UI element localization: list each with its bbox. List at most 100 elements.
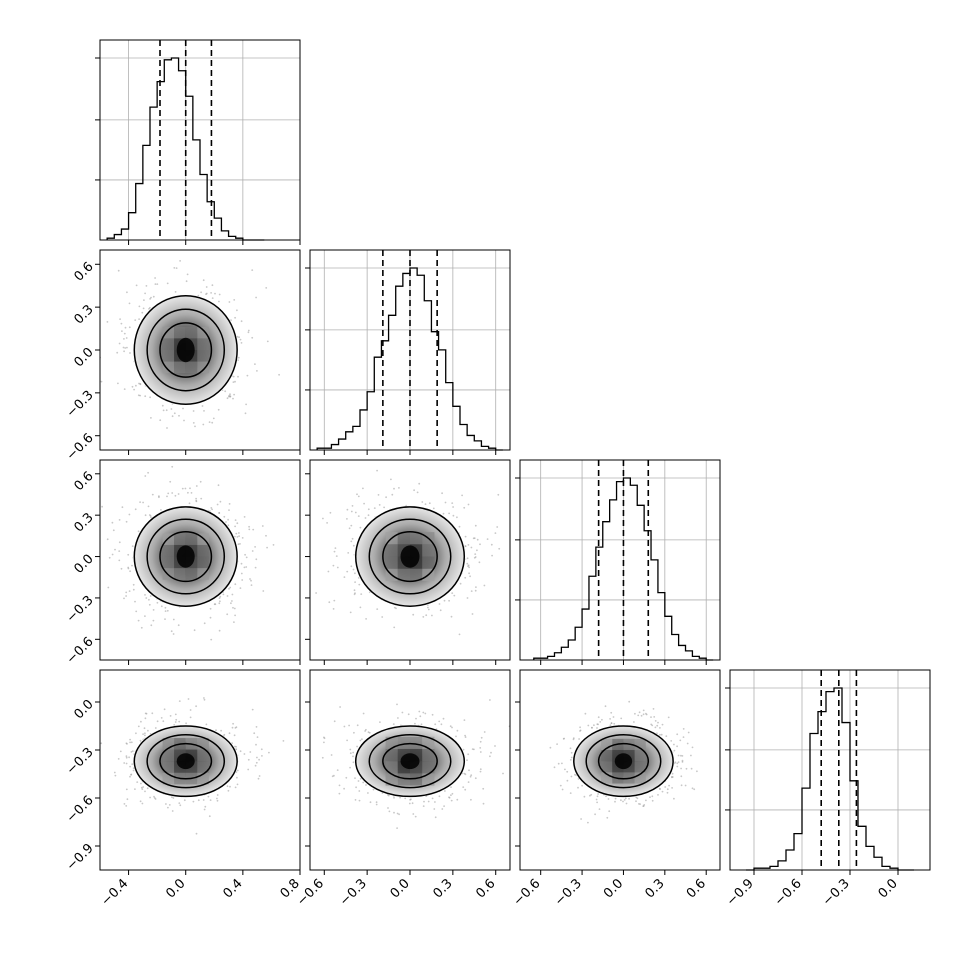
scatter-point [251, 550, 254, 552]
scatter-point [216, 794, 219, 796]
scatter-point [461, 494, 463, 497]
scatter-point [343, 787, 345, 790]
scatter-point [671, 776, 673, 778]
scatter-point [133, 388, 136, 391]
scatter-point [450, 786, 452, 788]
scatter-point [229, 395, 232, 398]
scatter-point [217, 484, 220, 487]
scatter-point [673, 749, 676, 752]
scatter-point [185, 280, 188, 283]
scatter-point [159, 419, 162, 422]
scatter-point [144, 615, 146, 617]
scatter-point [232, 722, 235, 725]
scatter-point [236, 769, 239, 772]
density-cell [162, 350, 175, 362]
scatter-point [412, 613, 415, 616]
scatter-point [315, 592, 317, 594]
scatter-point [113, 771, 116, 774]
scatter-point [455, 735, 457, 738]
scatter-point [139, 501, 142, 503]
scatter-point [671, 787, 673, 789]
scatter-point [147, 505, 150, 508]
scatter-point [228, 732, 231, 735]
scatter-point [222, 593, 225, 596]
scatter-point [216, 797, 218, 800]
scatter-point [642, 709, 645, 712]
scatter-point [595, 798, 598, 801]
scatter-point [448, 796, 451, 799]
scatter-point [479, 747, 482, 749]
scatter-point [410, 798, 412, 801]
scatter-point [243, 516, 246, 518]
scatter-point [219, 500, 222, 503]
scatter-point [238, 336, 240, 339]
density-cell [601, 772, 613, 784]
density-cell [197, 761, 209, 773]
x-tick-label: 0.0 [388, 876, 413, 901]
scatter-point [597, 716, 600, 719]
scatter-point [464, 736, 467, 738]
scatter-point [637, 714, 640, 717]
scatter-point [367, 508, 370, 511]
density-cell [422, 556, 435, 569]
scatter-point [693, 788, 696, 791]
scatter-point [378, 504, 381, 506]
scatter-point [464, 576, 467, 579]
scatter-point [237, 375, 239, 378]
scatter-point [438, 603, 441, 605]
scatter-point [165, 803, 167, 805]
histogram-panel [519, 459, 721, 661]
scatter-point [680, 775, 683, 778]
scatter-point [333, 599, 336, 602]
scatter-point [673, 743, 675, 746]
scatter-point [233, 621, 235, 623]
scatter-point [489, 755, 491, 758]
scatter-point [147, 471, 150, 474]
x-tick-label: −0.9 [724, 876, 757, 909]
scatter-point [228, 503, 231, 505]
scatter-point [352, 568, 355, 571]
scatter-point [376, 469, 378, 472]
scatter-point [612, 716, 615, 718]
scatter-point [243, 753, 246, 755]
density-cell [634, 772, 646, 784]
scatter-point [474, 524, 477, 527]
scatter-point [463, 506, 466, 509]
scatter-point [348, 724, 350, 727]
scatter-point [424, 712, 427, 715]
scatter-point [667, 716, 670, 719]
scatter-point [390, 478, 392, 481]
scatter-point [230, 319, 232, 322]
scatter-point [195, 832, 198, 835]
scatter-point [443, 805, 445, 807]
scatter-point [397, 717, 399, 719]
scatter-point [211, 508, 214, 511]
scatter-point [114, 548, 116, 551]
scatter-point [375, 801, 378, 804]
x-tick-label: 0.3 [430, 876, 455, 901]
contour-line [159, 742, 213, 780]
scatter-point [228, 509, 230, 511]
scatter-point [614, 800, 616, 803]
scatter-point [189, 487, 191, 490]
scatter-point [152, 619, 155, 622]
scatter-point [194, 425, 196, 428]
scatter-point [123, 762, 126, 764]
scatter-point [414, 815, 417, 818]
scatter-point [332, 608, 335, 610]
scatter-point [150, 417, 152, 419]
scatter-point [664, 786, 667, 788]
scatter-point [482, 787, 485, 790]
x-tick-label: −0.6 [294, 876, 327, 909]
scatter-point [421, 501, 424, 503]
scatter-point [197, 799, 200, 802]
scatter-point [234, 525, 237, 528]
scatter-point [613, 722, 616, 725]
scatter-point [156, 720, 159, 723]
scatter-point [164, 606, 167, 609]
scatter-point [451, 502, 454, 504]
scatter-point [145, 285, 148, 287]
scatter-point [237, 356, 240, 359]
scatter-point [132, 769, 135, 772]
scatter-point [466, 562, 469, 565]
